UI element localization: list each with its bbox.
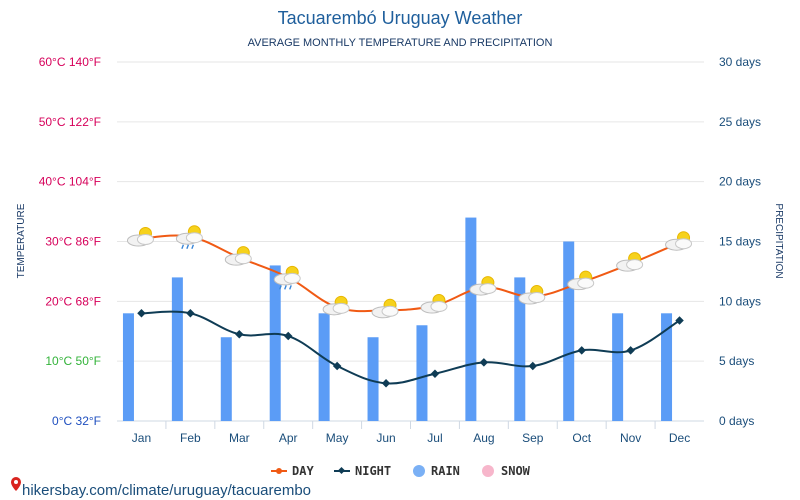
partly-sunny-icon — [518, 285, 546, 305]
partly-sunny-icon — [322, 295, 350, 316]
legend-label-rain: RAIN — [431, 464, 460, 478]
map-pin-icon — [11, 477, 21, 491]
partly-sunny-icon — [126, 227, 154, 247]
watermark-link[interactable]: hikersbay.com/climate/uruguay/tacuarembo — [22, 482, 311, 499]
sun-rain-cloud-icon — [175, 225, 203, 249]
x-tick-label: Feb — [180, 431, 201, 445]
night-point[interactable] — [430, 369, 440, 378]
rain-bar[interactable] — [269, 265, 281, 421]
x-tick-label: Nov — [620, 431, 641, 445]
legend-item-rain[interactable]: RAIN — [413, 464, 460, 478]
x-tick-label: Sep — [522, 431, 544, 445]
watermark[interactable]: hikersbay.com/climate/uruguay/tacuarembo — [11, 477, 311, 499]
y-left-tick-label: 30°C 86°F — [45, 235, 101, 249]
left-axis-ticks: 0°C 32°F 10°C 50°F 20°C 68°F 30°C 86°F 40°C … — [39, 55, 101, 428]
legend-label-snow: SNOW — [501, 464, 531, 478]
night-point[interactable] — [528, 361, 538, 371]
rain-bar[interactable] — [220, 337, 232, 421]
rain-bar[interactable] — [465, 217, 477, 421]
y-left-tick-label: 60°C 140°F — [39, 55, 101, 69]
weather-icons — [126, 225, 693, 319]
x-tick-label: Jul — [427, 431, 442, 445]
x-tick-label: Oct — [572, 431, 591, 445]
sun-rain-cloud-icon — [273, 265, 301, 290]
y-left-tick-label: 10°C 50°F — [45, 354, 101, 368]
night-point[interactable] — [283, 331, 293, 341]
night-point[interactable] — [235, 329, 244, 339]
y-left-tick-label: 20°C 68°F — [45, 294, 101, 308]
rain-bar[interactable] — [367, 337, 379, 421]
y-right-tick-label: 0 days — [719, 414, 754, 428]
rain-bar[interactable] — [122, 313, 134, 421]
x-tick-label: Dec — [669, 431, 690, 445]
legend-item-snow[interactable]: SNOW — [482, 464, 531, 478]
night-point[interactable] — [381, 379, 391, 388]
partly-sunny-icon — [224, 246, 252, 266]
y-right-tick-label: 15 days — [719, 235, 761, 249]
rain-bar[interactable] — [171, 277, 183, 421]
partly-sunny-icon — [616, 252, 644, 272]
y-right-tick-label: 20 days — [719, 175, 761, 189]
y-right-tick-label: 30 days — [719, 55, 761, 69]
x-tick-label: Apr — [279, 431, 298, 445]
right-axis-ticks: 0 days 5 days 10 days 15 days 20 days 25 days… — [719, 55, 761, 428]
legend-item-day[interactable]: DAY — [271, 464, 314, 478]
y-left-tick-label: 0°C 32°F — [52, 414, 101, 428]
night-point[interactable] — [186, 309, 195, 318]
temperature-lines — [137, 233, 684, 388]
night-point[interactable] — [675, 316, 684, 325]
day-temperature-line — [141, 234, 680, 313]
night-point[interactable] — [479, 358, 489, 367]
rain-bar[interactable] — [416, 325, 428, 421]
legend: DAY NIGHT RAIN SNOW — [271, 464, 531, 478]
legend-item-night[interactable]: NIGHT — [334, 464, 391, 478]
night-point[interactable] — [626, 346, 635, 355]
y-left-tick-label: 50°C 122°F — [39, 115, 101, 129]
y-right-axis-title: PRECIPITATION — [773, 203, 784, 278]
y-right-tick-label: 25 days — [719, 115, 761, 129]
rain-bar[interactable] — [661, 313, 673, 421]
x-tick-label: May — [326, 431, 349, 445]
night-point[interactable] — [137, 309, 146, 318]
rain-bar[interactable] — [563, 241, 575, 422]
partly-sunny-icon — [469, 276, 497, 296]
partly-sunny-icon — [371, 298, 399, 319]
rain-bar[interactable] — [612, 313, 624, 421]
rain-bars — [122, 217, 673, 422]
partly-sunny-icon — [665, 231, 693, 251]
x-tick-label: Aug — [473, 431, 494, 445]
y-left-axis-title: TEMPERATURE — [16, 203, 27, 278]
y-right-tick-label: 10 days — [719, 294, 761, 308]
x-tick-label: Jun — [376, 431, 395, 445]
night-point[interactable] — [332, 361, 342, 371]
x-axis-ticks: Jan Feb Mar Apr May Jun Jul Aug Sep Oct Nov Dec — [132, 421, 690, 445]
y-left-tick-label: 40°C 104°F — [39, 175, 101, 189]
legend-label-night: NIGHT — [355, 464, 391, 478]
night-point[interactable] — [577, 346, 586, 355]
rain-bar[interactable] — [318, 313, 330, 421]
partly-sunny-icon — [420, 294, 448, 314]
night-temperature-line — [141, 310, 681, 385]
x-tick-label: Jan — [132, 431, 151, 445]
chart-title: Tacuarembó Uruguay Weather — [278, 8, 523, 28]
chart-subtitle: AVERAGE MONTHLY TEMPERATURE AND PRECIPIT… — [248, 37, 553, 49]
y-right-tick-label: 5 days — [719, 354, 754, 368]
partly-sunny-icon — [567, 270, 595, 291]
x-tick-label: Mar — [229, 431, 250, 445]
gridlines — [117, 61, 704, 422]
legend-label-day: DAY — [292, 464, 314, 478]
rain-bar[interactable] — [514, 277, 526, 421]
